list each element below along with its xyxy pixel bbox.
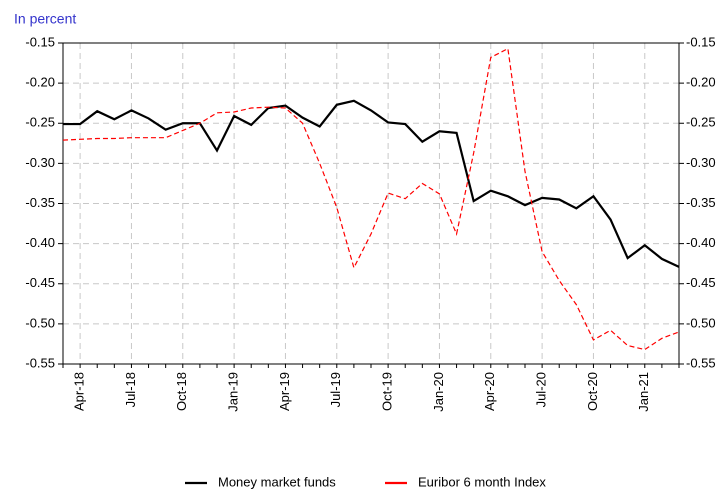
y2-tick-label: -0.30 — [686, 155, 716, 170]
x-tick-label: Apr-19 — [277, 372, 292, 411]
y-tick-label: -0.35 — [25, 195, 55, 210]
y-tick-label: -0.45 — [25, 275, 55, 290]
legend-label: Euribor 6 month Index — [418, 474, 546, 489]
x-tick-label: Jan-21 — [636, 372, 651, 412]
y2-tick-label: -0.25 — [686, 115, 716, 130]
x-tick-label: Oct-19 — [380, 372, 395, 411]
y2-tick-label: -0.15 — [686, 34, 716, 49]
x-tick-label: Jul-20 — [534, 372, 549, 407]
y-tick-label: -0.30 — [25, 155, 55, 170]
x-tick-label: Jan-19 — [226, 372, 241, 412]
x-tick-label: Jul-18 — [123, 372, 138, 407]
x-tick-label: Jan-20 — [431, 372, 446, 412]
legend-label: Money market funds — [218, 474, 336, 489]
y-axis-label: In percent — [14, 11, 76, 27]
plot-frame — [62, 42, 680, 365]
x-tick-label: Oct-20 — [585, 372, 600, 411]
y2-tick-label: -0.45 — [686, 275, 716, 290]
y2-tick-label: -0.40 — [686, 235, 716, 250]
y2-tick-label: -0.50 — [686, 315, 716, 330]
series-line — [62, 47, 680, 351]
x-tick-label: Jul-19 — [328, 372, 343, 407]
y2-tick-label: -0.20 — [686, 75, 716, 90]
y-tick-label: -0.15 — [25, 34, 55, 49]
y-tick-label: -0.55 — [25, 355, 55, 370]
x-tick-label: Oct-18 — [174, 372, 189, 411]
x-tick-label: Apr-18 — [72, 372, 87, 411]
y2-tick-label: -0.55 — [686, 355, 716, 370]
series-line — [63, 99, 680, 268]
x-tick-label: Apr-20 — [482, 372, 497, 411]
y2-tick-label: -0.35 — [686, 195, 716, 210]
y-tick-label: -0.50 — [25, 315, 55, 330]
y-tick-label: -0.40 — [25, 235, 55, 250]
y-tick-label: -0.20 — [25, 75, 55, 90]
y-tick-label: -0.25 — [25, 115, 55, 130]
